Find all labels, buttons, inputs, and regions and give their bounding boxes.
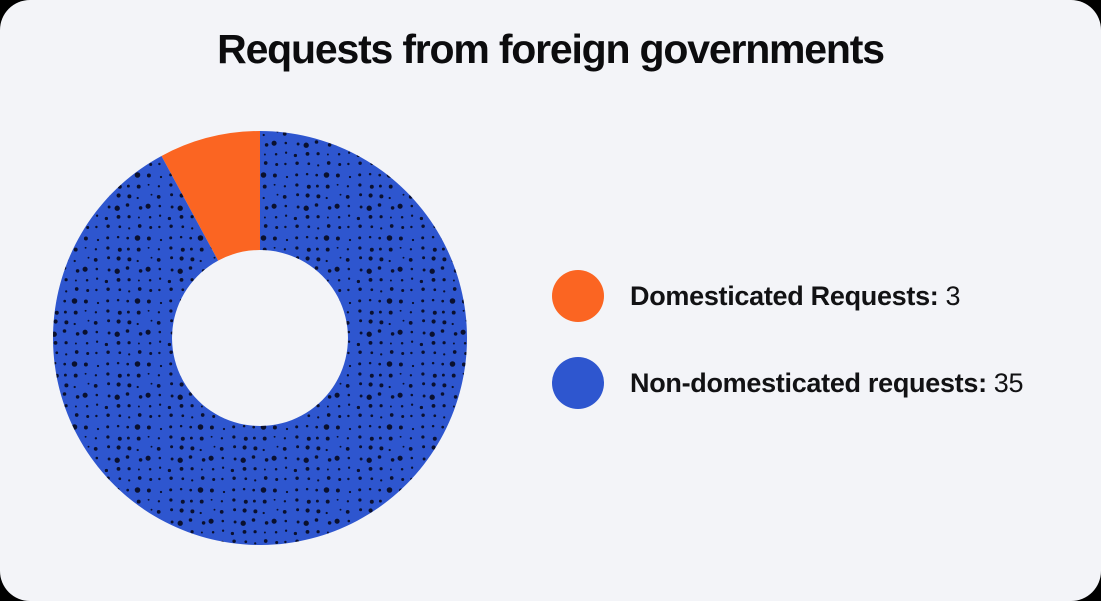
donut-slices xyxy=(53,131,468,545)
legend-swatch-domesticated xyxy=(552,270,604,322)
blue-circle-icon xyxy=(552,357,604,409)
legend-value: 3 xyxy=(945,280,961,311)
legend-swatch-non-domesticated xyxy=(552,357,604,409)
legend: Domesticated Requests: 3 Non-domesticated… xyxy=(552,270,1024,409)
legend-text-non-domesticated: Non-domesticated requests: 35 xyxy=(630,367,1024,399)
orange-circle-icon xyxy=(552,270,604,322)
donut-chart xyxy=(53,131,468,545)
legend-item-domesticated: Domesticated Requests: 3 xyxy=(552,270,1023,322)
legend-value: 35 xyxy=(993,367,1024,398)
legend-text-domesticated: Domesticated Requests: 3 xyxy=(630,280,961,312)
legend-label: Domesticated Requests: xyxy=(630,280,939,311)
legend-item-non-domesticated: Non-domesticated requests: 35 xyxy=(552,357,1024,409)
legend-label: Non-domesticated requests: xyxy=(630,367,987,398)
chart-title: Requests from foreign governments xyxy=(217,26,885,72)
